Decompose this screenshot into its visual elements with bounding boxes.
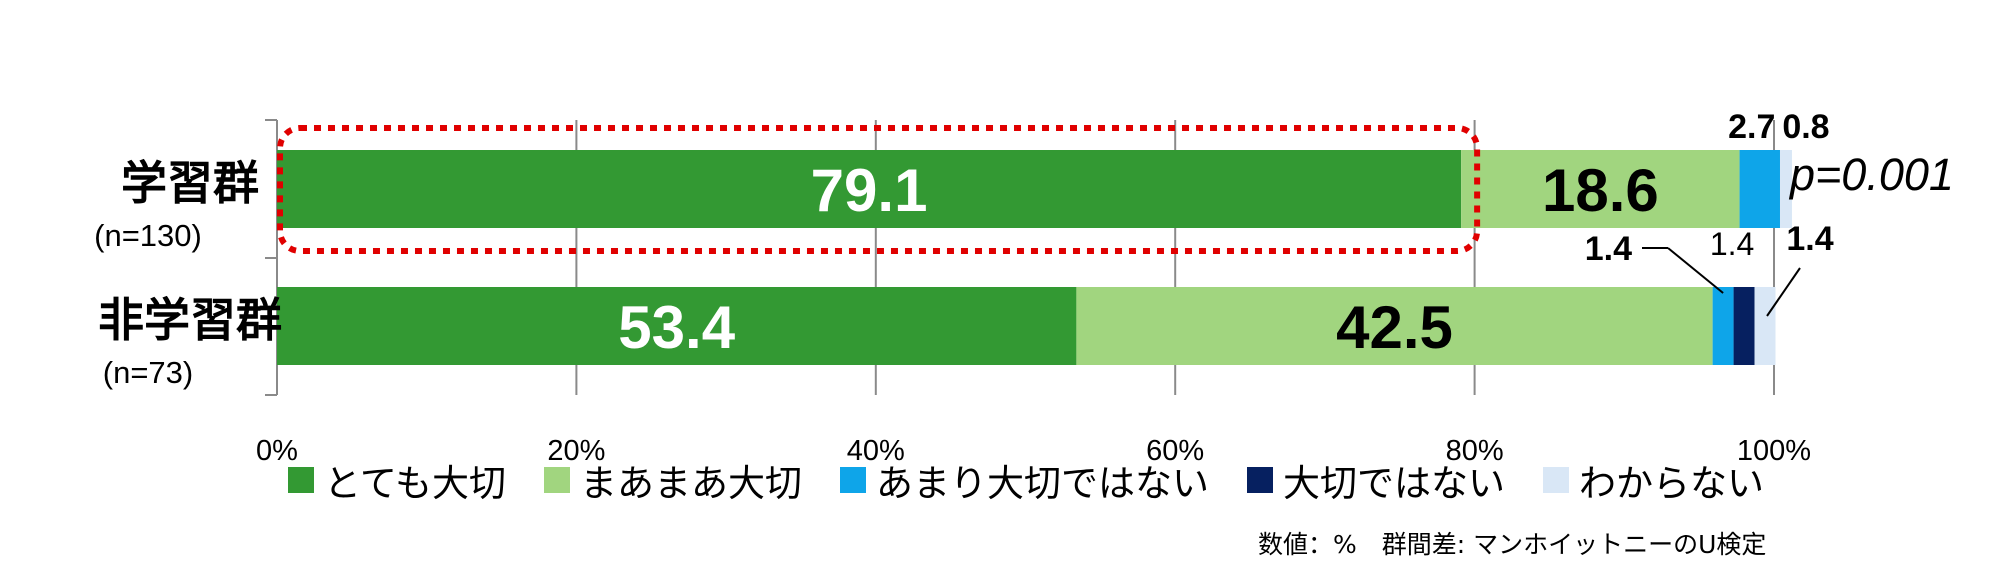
legend-swatch: [840, 467, 867, 493]
category-n-label: (n=73): [103, 355, 193, 390]
legend-item-very-important: とても大切: [288, 453, 506, 507]
x-tick-label: 40%: [847, 435, 905, 467]
legend-swatch: [1543, 467, 1570, 493]
data-label: 0.8: [1782, 108, 1829, 146]
x-tick-label: 100%: [1737, 435, 1811, 467]
bar-segment-2-2: [1076, 287, 1713, 365]
category-n-label: (n=130): [94, 218, 202, 253]
bar-segment-2-3: [1712, 287, 1734, 365]
p-value-annotation: p=0.001: [1788, 149, 1954, 200]
legend-item-dont-know: わからない: [1543, 453, 1764, 507]
data-label: 2.7: [1728, 108, 1775, 146]
highlight-box: [277, 125, 1481, 254]
legend: とても大切 まあまあ大切 あまり大切ではない 大切ではない わからない: [288, 455, 1802, 505]
data-label: 53.4: [618, 294, 735, 361]
bar-segment-1-2: [1461, 150, 1740, 228]
bar-segment-1-1: [277, 150, 1462, 228]
legend-label: あまり大切ではない: [876, 462, 1210, 505]
footnote: 数値：% 群間差: マンホイットニーのU検定: [1258, 530, 1767, 559]
leader-line: [1766, 267, 1801, 317]
legend-label: わからない: [1579, 462, 1765, 505]
bar-segment-2-5: [1754, 287, 1776, 365]
bar-segment-1-5: [1779, 150, 1792, 228]
x-tick-label: 60%: [1146, 435, 1204, 467]
bar-segment-2-4: [1733, 287, 1755, 365]
category-label: 学習群: [121, 156, 259, 210]
x-tick-label: 20%: [547, 435, 605, 467]
x-tick-label: 80%: [1446, 435, 1504, 467]
x-tick-label: 0%: [256, 435, 298, 467]
data-label: 1.4: [1786, 220, 1833, 258]
legend-label: とても大切: [324, 462, 507, 505]
data-label: 79.1: [811, 157, 928, 224]
legend-item-not-important: 大切ではない: [1247, 453, 1505, 507]
data-label: 1.4: [1585, 230, 1632, 268]
category-label: 非学習群: [98, 293, 282, 347]
data-label: 18.6: [1542, 157, 1659, 224]
legend-swatch: [544, 467, 571, 493]
legend-swatch: [1247, 467, 1274, 493]
bar-segment-1-3: [1739, 150, 1780, 228]
bar-segment-2-1: [277, 287, 1077, 365]
legend-label: まあまあ大切: [580, 462, 803, 505]
legend-item-somewhat-important: まあまあ大切: [544, 453, 802, 507]
legend-item-not-very-important: あまり大切ではない: [840, 453, 1209, 507]
data-label: 1.4: [1710, 226, 1754, 262]
data-label: 42.5: [1336, 294, 1453, 361]
leader-line: [1667, 247, 1724, 294]
legend-label: 大切ではない: [1283, 462, 1506, 505]
legend-swatch: [288, 467, 314, 493]
